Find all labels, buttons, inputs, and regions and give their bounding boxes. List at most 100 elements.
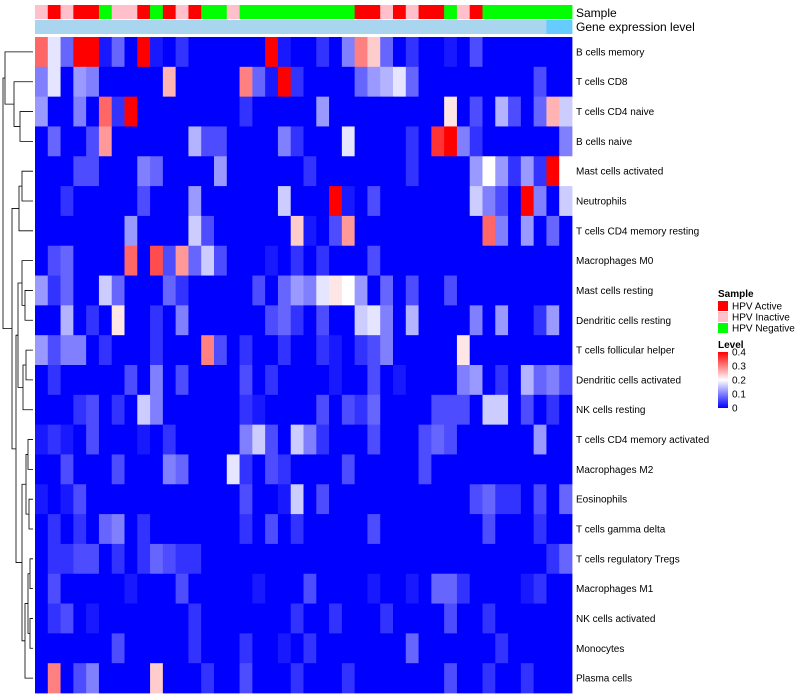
heatmap-cell (98, 394, 113, 426)
heatmap-cell (303, 573, 317, 604)
heatmap-cell (444, 245, 458, 276)
heatmap-cell (508, 37, 522, 68)
expression-annotation-cell (265, 20, 279, 34)
heatmap-cell (47, 454, 61, 485)
heatmap-cell (73, 275, 87, 306)
heatmap-cell (520, 305, 535, 336)
heatmap-cell (393, 305, 407, 336)
heatmap-cell (290, 424, 304, 455)
heatmap-cell (482, 335, 496, 366)
heatmap-cell (469, 543, 483, 575)
heatmap-cell (418, 365, 432, 396)
heatmap-cell (431, 305, 445, 336)
heatmap-cell (73, 484, 87, 515)
heatmap-cell (341, 96, 356, 127)
heatmap-cell (277, 126, 292, 157)
heatmap-cell (367, 186, 381, 217)
heatmap-cell (35, 424, 49, 455)
heatmap-cell (73, 126, 87, 157)
heatmap-cell (214, 245, 228, 276)
heatmap-cell (137, 335, 151, 366)
heatmap-cell (546, 394, 560, 426)
heatmap-cell (150, 603, 164, 634)
heatmap-cell (239, 543, 253, 575)
heatmap-cell (354, 603, 368, 634)
heatmap-cell (482, 633, 496, 664)
heatmap-cell (520, 394, 535, 426)
heatmap-cell (341, 37, 356, 68)
heatmap-cell (482, 365, 496, 396)
heatmap-cell (329, 365, 343, 396)
heatmap-cell (469, 484, 483, 515)
heatmap-cell (418, 156, 432, 187)
heatmap-cell (508, 186, 522, 217)
heatmap-cell (201, 454, 215, 485)
heatmap-cell (214, 633, 228, 664)
heatmap-cell (277, 454, 292, 485)
heatmap-cell (431, 424, 445, 455)
row-label: NK cells activated (576, 614, 655, 625)
heatmap-cell (520, 484, 535, 515)
heatmap-cell (290, 484, 304, 515)
heatmap-cell (533, 365, 547, 396)
heatmap-cell (393, 603, 407, 634)
row-label: Dendritic cells resting (576, 316, 671, 327)
heatmap-cell (214, 156, 228, 187)
heatmap-cell (239, 96, 253, 127)
heatmap-cell (137, 663, 151, 694)
expression-annotation-cell (444, 20, 458, 34)
heatmap-cell (252, 186, 266, 217)
heatmap-cell (380, 305, 394, 336)
gene-expression-annotation-track (35, 20, 573, 34)
heatmap-cell (137, 126, 151, 157)
heatmap-cell (86, 573, 100, 604)
heatmap-cell (265, 365, 279, 396)
heatmap-cell (137, 424, 151, 455)
sample-legend-label: HPV Active (732, 302, 782, 313)
heatmap-cell (60, 543, 74, 575)
heatmap-cell (214, 573, 228, 604)
heatmap-cell (252, 424, 266, 455)
row-label: Mast cells resting (576, 286, 653, 297)
heatmap-cell (303, 305, 317, 336)
heatmap-cell (559, 663, 573, 694)
heatmap-cell (239, 394, 253, 426)
heatmap-cell (47, 37, 61, 68)
expression-annotation-cell (47, 20, 61, 34)
heatmap-cell (98, 126, 113, 157)
heatmap-cell (124, 484, 138, 515)
heatmap-cell (367, 365, 381, 396)
heatmap-cell (444, 424, 458, 455)
heatmap-cell (329, 96, 343, 127)
heatmap-cell (431, 454, 445, 485)
heatmap-cell (405, 37, 419, 68)
heatmap-cell (73, 305, 87, 336)
heatmap-cell (508, 454, 522, 485)
heatmap-cell (354, 245, 368, 276)
heatmap-cell (239, 484, 253, 515)
expression-annotation-cell (60, 20, 74, 34)
heatmap-cell (73, 603, 87, 634)
heatmap-cell (495, 633, 509, 664)
heatmap-cell (456, 484, 471, 515)
heatmap-cell (47, 126, 61, 157)
heatmap-cell (111, 245, 125, 276)
heatmap-cell (239, 424, 253, 455)
heatmap-cell (341, 245, 356, 276)
heatmap-cell (35, 126, 49, 157)
heatmap-cell (354, 424, 368, 455)
heatmap-cell (188, 365, 202, 396)
heatmap-cell (35, 37, 49, 68)
heatmap-cell (354, 543, 368, 575)
heatmap-cell (559, 37, 573, 68)
heatmap-cell (137, 156, 151, 187)
heatmap-cell (239, 454, 253, 485)
heatmap-cell (354, 394, 368, 426)
heatmap-cell (367, 275, 381, 306)
sample-annotation-cell (341, 5, 356, 19)
heatmap-cell (367, 633, 381, 664)
sample-annotation-cell (124, 5, 138, 19)
heatmap-cell (329, 186, 343, 217)
heatmap-cell (175, 603, 189, 634)
heatmap-cell (277, 186, 292, 217)
